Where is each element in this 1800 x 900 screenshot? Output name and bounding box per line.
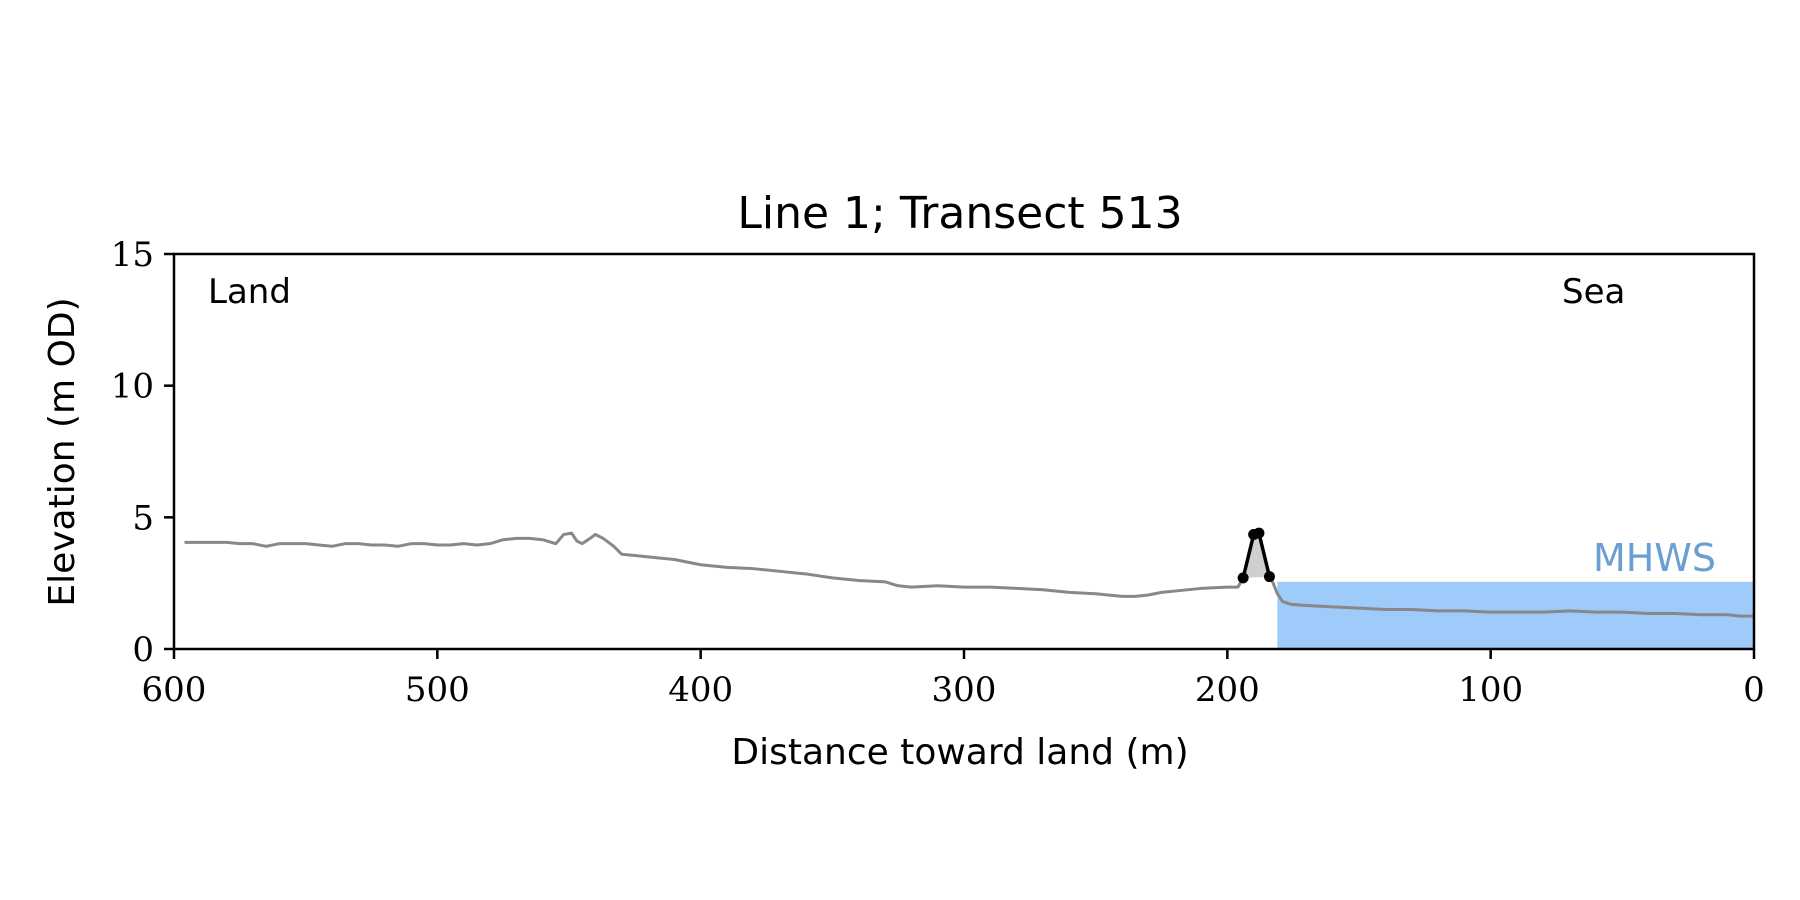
profile-line [184,531,1754,618]
sea-label: Sea [1562,272,1625,312]
mhws-label: MHWS [1593,536,1716,580]
y-tick-label: 0 [132,630,154,670]
y-tick-label: 15 [111,235,154,275]
dune-point [1253,527,1265,539]
x-tick-label: 500 [405,670,470,710]
y-tick-label: 5 [132,498,154,538]
chart-title: Line 1; Transect 513 [737,188,1182,239]
mhws-band [1277,581,1754,649]
dune-fill [1243,533,1270,578]
land-label: Land [208,272,291,312]
x-axis-ticks: 600 500 400 300 200 100 0 [142,649,1765,710]
x-tick-label: 400 [668,670,733,710]
y-tick-label: 10 [111,367,154,407]
x-tick-label: 100 [1458,670,1523,710]
y-axis-label: Elevation (m OD) [42,297,83,606]
plot-area: MHWS [184,527,1754,649]
y-axis-ticks: 0 5 10 15 [111,235,174,670]
x-tick-label: 200 [1195,670,1260,710]
x-axis-label: Distance toward land (m) [731,732,1188,773]
dune-point [1263,571,1275,583]
x-tick-label: 0 [1743,670,1765,710]
x-tick-label: 300 [932,670,997,710]
dune-point [1237,572,1249,584]
x-tick-label: 600 [142,670,207,710]
